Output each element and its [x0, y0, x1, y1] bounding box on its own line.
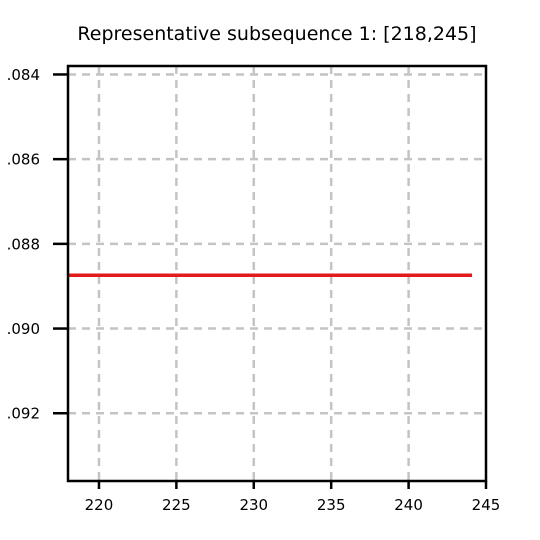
y-axis: .084 .086 .088 .090 .092	[7, 66, 68, 423]
x-tick-label: 245	[472, 496, 501, 514]
y-tick-label: .090	[7, 320, 40, 338]
y-tick-label: .088	[7, 235, 40, 253]
x-tick-label: 235	[317, 496, 346, 514]
y-tick-label: .092	[7, 405, 40, 423]
plot-frame	[66, 64, 488, 483]
x-axis: 220 225 230 235 240 245	[85, 481, 501, 514]
x-tick-label: 220	[85, 496, 114, 514]
x-tick-label: 225	[162, 496, 191, 514]
y-tick-label: .084	[7, 66, 40, 84]
x-tick-label: 240	[394, 496, 423, 514]
x-tick-label: 230	[239, 496, 268, 514]
chart-title: Representative subsequence 1: [218,245]	[77, 23, 476, 45]
y-tick-label: .086	[7, 151, 40, 169]
